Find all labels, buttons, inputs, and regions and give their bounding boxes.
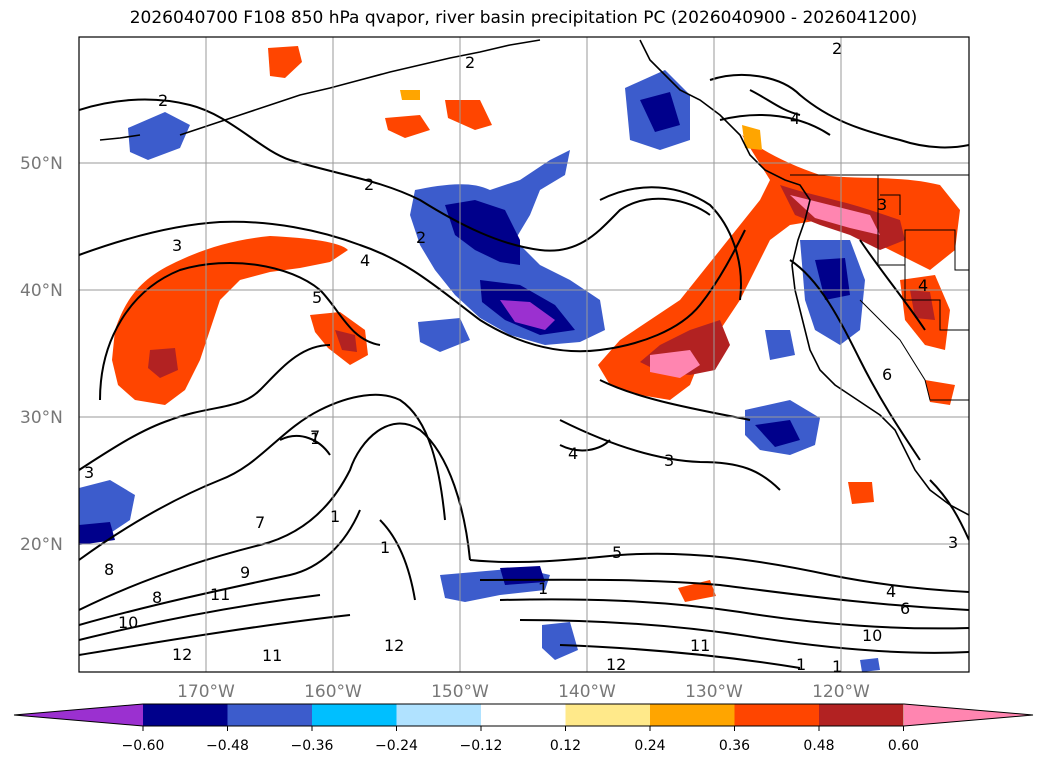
contour-label: 3 <box>664 451 674 470</box>
contour-label: 1 <box>380 538 390 557</box>
colorbar-tick-label: 0.60 <box>888 738 919 754</box>
colorbar-tick-label: 0.12 <box>550 738 581 754</box>
lon-label: 130°W <box>685 682 743 702</box>
contour-label: 3 <box>948 533 958 552</box>
boundaries <box>790 174 969 401</box>
contour-label: 9 <box>240 563 250 582</box>
contour-label: 4 <box>790 109 800 128</box>
contour-label: 1 <box>538 579 548 598</box>
colorbar-tick-label: −0.12 <box>460 738 503 754</box>
latitude-labels: 50°N 40°N 30°N 20°N <box>20 154 63 555</box>
colorbar-segment <box>396 704 481 726</box>
contour-label: 2 <box>832 39 842 58</box>
lon-label: 170°W <box>177 682 235 702</box>
contour-label: 8 <box>104 560 114 579</box>
lat-label: 30°N <box>20 408 63 428</box>
colorbar-tick-label: −0.48 <box>206 738 249 754</box>
contour-label: 5 <box>612 543 622 562</box>
contour-label: 4 <box>886 582 896 601</box>
colorbar-tick-label: −0.60 <box>122 738 165 754</box>
contour-label: 11 <box>210 585 230 604</box>
contour-label: 11 <box>262 646 282 665</box>
contour-label: 4 <box>918 276 928 295</box>
colorbar-segment <box>312 704 397 726</box>
colorbar-extend-right <box>904 704 1033 726</box>
qvapor-contours <box>79 74 969 669</box>
contour-label: 2 <box>416 228 426 247</box>
contour-label: 12 <box>384 636 404 655</box>
contour-label: 2 <box>158 91 168 110</box>
lat-label: 40°N <box>20 281 63 301</box>
contour-label: 5 <box>312 288 322 307</box>
colorbar-tick-label: 0.48 <box>803 738 834 754</box>
contour-label: 1 <box>796 655 806 674</box>
map-title: 2026040700 F108 850 hPa qvapor, river ba… <box>129 8 918 28</box>
colorbar-tick-label: 0.24 <box>634 738 665 754</box>
contour-label: 10 <box>862 626 882 645</box>
contour-label: 4 <box>568 444 578 463</box>
contour-label: 1 <box>832 657 842 676</box>
contour-label: 3 <box>84 463 94 482</box>
lon-label: 160°W <box>304 682 362 702</box>
contour-label: 6 <box>882 365 892 384</box>
colorbar-tick-label: 0.36 <box>719 738 750 754</box>
colorbar-tick-label: −0.36 <box>291 738 334 754</box>
contour-label: 4 <box>360 251 370 270</box>
contour-label: 12 <box>606 655 626 674</box>
lat-label: 20°N <box>20 535 63 555</box>
contour-label: 2 <box>465 53 475 72</box>
lon-label: 150°W <box>431 682 489 702</box>
contour-label: 11 <box>690 636 710 655</box>
map-area <box>79 37 969 672</box>
contour-label: 7 <box>255 513 265 532</box>
contour-label: 6 <box>900 599 910 618</box>
colorbar-extend-left <box>14 704 143 726</box>
lon-label: 140°W <box>558 682 616 702</box>
colorbar-segment <box>481 704 566 726</box>
contour-label: 8 <box>152 588 162 607</box>
colorbar-tick-label: −0.24 <box>375 738 418 754</box>
contour-label: 2 <box>364 175 374 194</box>
colorbar-segment <box>227 704 312 726</box>
colorbar-segment <box>143 704 228 726</box>
colorbar-segment <box>819 704 904 726</box>
contour-label: 12 <box>172 645 192 664</box>
contour-label: 3 <box>172 236 182 255</box>
contour-label: 10 <box>118 613 138 632</box>
lat-label: 50°N <box>20 154 63 174</box>
colorbar-segment <box>734 704 819 726</box>
contour-label: 7 <box>310 427 320 446</box>
precip-anomaly-fill <box>79 46 960 672</box>
colorbar: −0.60 −0.48 −0.36 −0.24 −0.12 0.12 0.24 … <box>13 703 1034 754</box>
contour-label: 1 <box>330 507 340 526</box>
contour-labels: 2 2 2 2 2 3 3 3 3 3 4 4 4 4 4 5 5 6 6 7 … <box>84 39 958 676</box>
coastlines <box>99 39 969 516</box>
contour-label: 1 <box>310 429 320 448</box>
colorbar-segment <box>565 704 650 726</box>
colorbar-segment <box>650 704 735 726</box>
map-frame <box>78 36 970 673</box>
contour-label: 3 <box>877 195 887 214</box>
lon-label: 120°W <box>812 682 870 702</box>
gridlines <box>79 37 969 672</box>
longitude-labels: 170°W 160°W 150°W 140°W 130°W 120°W <box>177 682 870 702</box>
